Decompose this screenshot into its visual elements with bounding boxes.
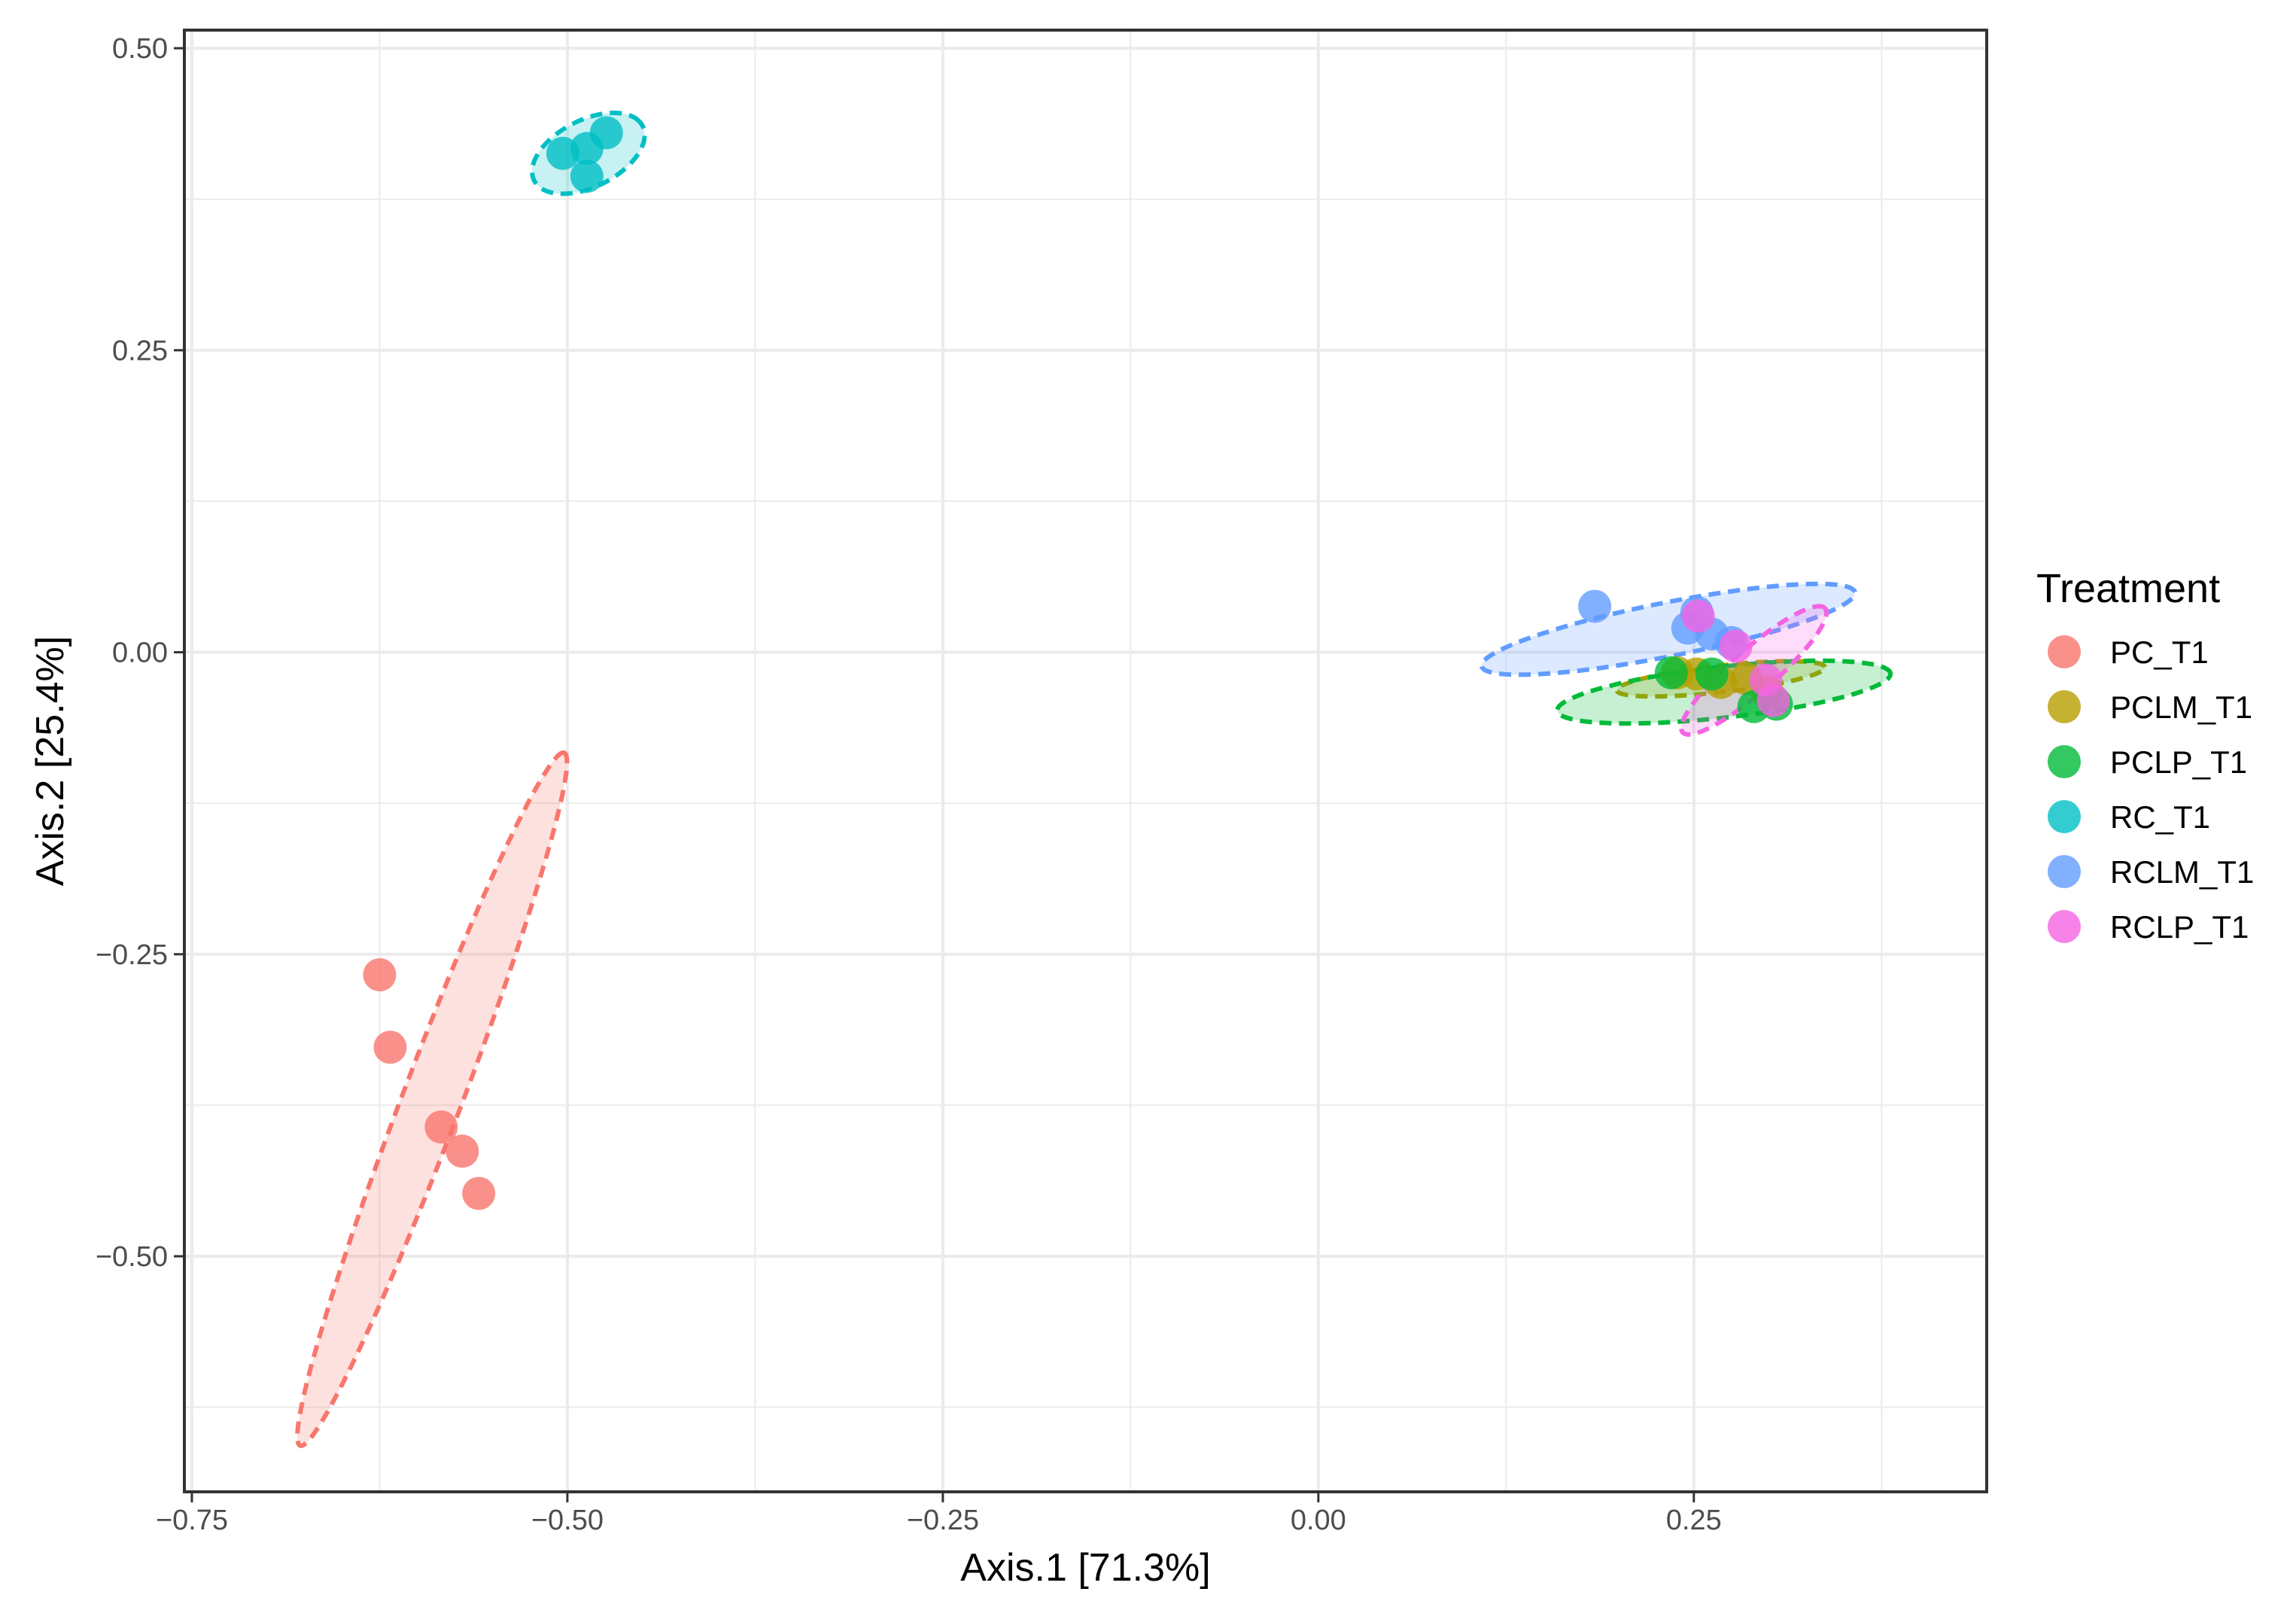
y-axis-ticks: 0.50 0.25 0.00 −0.25 −0.50 [96,33,184,1273]
point-pclp-t1 [1695,657,1729,691]
x-axis-ticks: −0.75 −0.50 −0.25 0.00 0.25 [156,1492,1722,1536]
point-pc-t1 [363,958,397,992]
ellipse-pc-t1 [295,750,570,1448]
x-axis-title: Axis.1 [71.3%] [960,1546,1210,1590]
point-pc-t1 [446,1134,479,1168]
x-tick-label: −0.75 [156,1505,228,1536]
point-pc-t1 [424,1110,458,1144]
y-tick-label: 0.25 [112,335,168,367]
legend-key-rclm-t1 [2048,855,2081,888]
y-tick-label: 0.50 [112,33,168,65]
point-rc-t1 [589,116,623,150]
legend-title: Treatment [2036,566,2220,611]
data-points [363,116,1793,1210]
legend-label-pc-t1: PC_T1 [2110,635,2209,670]
point-rclp-t1 [1719,629,1753,663]
y-axis-title: Axis.2 [25.4%] [29,636,72,886]
x-tick-label: 0.00 [1291,1505,1346,1536]
point-rclp-t1 [1756,683,1790,717]
major-gridlines [184,30,1987,1492]
legend-label-pclm-t1: PCLM_T1 [2110,689,2252,725]
legend-key-rc-t1 [2048,800,2081,833]
point-pc-t1 [462,1176,496,1210]
point-pc-t1 [373,1030,407,1064]
x-tick-label: −0.50 [531,1505,604,1536]
legend-label-rclp-t1: RCLP_T1 [2110,909,2249,945]
point-rc-t1 [570,160,604,193]
legend-label-rc-t1: RC_T1 [2110,799,2210,835]
legend-key-rclp-t1 [2048,910,2081,943]
y-tick-label: −0.25 [96,939,168,971]
legend-key-pclp-t1 [2048,745,2081,778]
plot-panel-border [183,29,1988,1493]
x-tick-label: 0.25 [1666,1505,1722,1536]
x-tick-label: −0.25 [907,1505,979,1536]
point-rclp-t1 [1681,599,1715,633]
point-pclp-t1 [1654,656,1688,689]
point-rclm-t1 [1578,589,1612,623]
minor-gridlines [184,30,1987,1492]
y-tick-label: 0.00 [112,638,168,669]
legend-label-rclm-t1: RCLM_T1 [2110,854,2254,890]
legend: PC_T1 PCLM_T1 PCLP_T1 RC_T1 RCLM_T1 RCLP_T1 [2048,635,2254,945]
y-tick-label: −0.50 [96,1241,168,1273]
legend-key-pc-t1 [2048,635,2081,668]
ellipse-rclm-t1 [1479,581,1858,677]
legend-key-pclm-t1 [2048,690,2081,723]
legend-label-pclp-t1: PCLP_T1 [2110,744,2247,780]
